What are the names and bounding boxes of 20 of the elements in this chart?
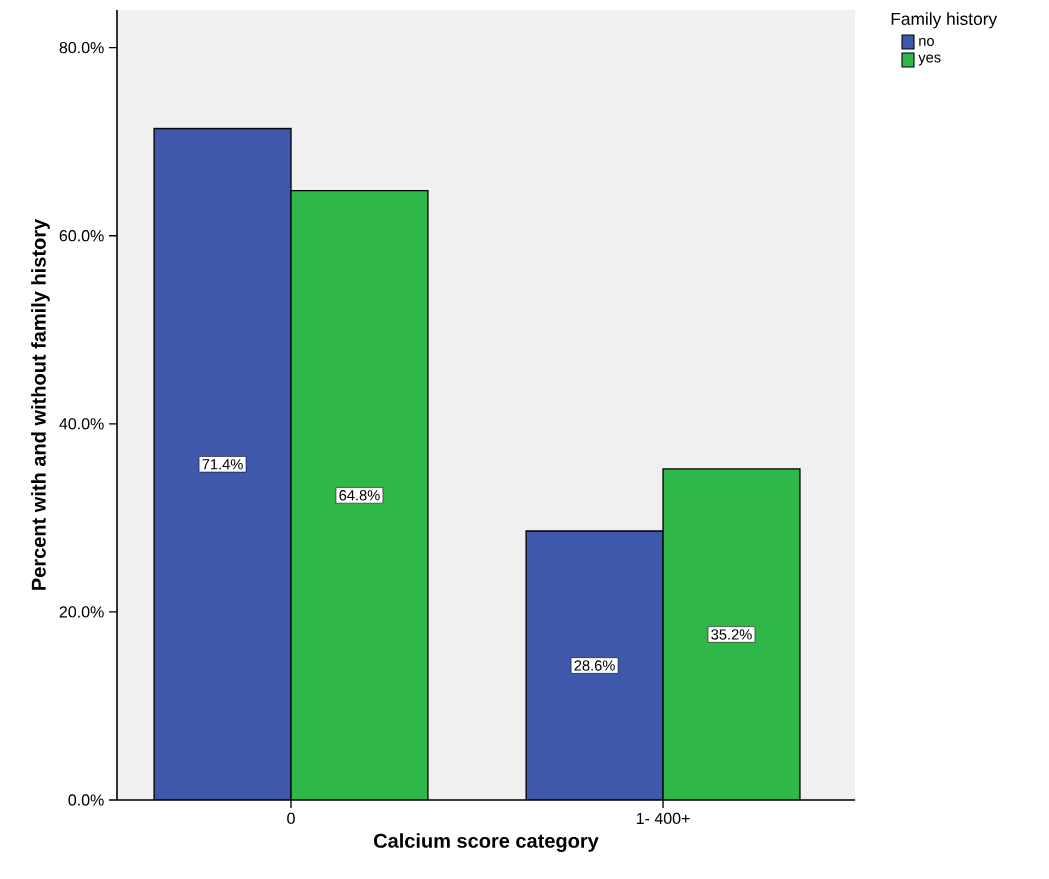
y-tick-label: 40.0% xyxy=(59,418,104,430)
legend-label: yes xyxy=(918,54,941,66)
x-tick-label: 1- 400+ xyxy=(636,812,690,825)
y-tick-label: 20.0% xyxy=(59,606,104,618)
data-label: 35.2% xyxy=(711,629,752,640)
y-axis-title: Percent with and without family history xyxy=(31,218,50,590)
x-tick-label: 0 xyxy=(287,812,295,825)
data-label: 64.8% xyxy=(339,490,380,501)
bar xyxy=(525,530,664,800)
bar xyxy=(154,128,292,800)
y-tick-label: 80.0% xyxy=(59,41,104,54)
y-tick-label: 0.0% xyxy=(68,794,104,806)
data-label: 28.6% xyxy=(574,660,615,671)
x-axis-title: Calcium score category xyxy=(373,833,599,852)
data-label: 71.4% xyxy=(202,459,243,470)
legend-title: Family history xyxy=(891,12,998,29)
legend-label: no xyxy=(919,37,934,47)
y-tick-label: 60.0% xyxy=(59,230,104,242)
bar xyxy=(291,190,428,800)
bar xyxy=(662,468,801,800)
